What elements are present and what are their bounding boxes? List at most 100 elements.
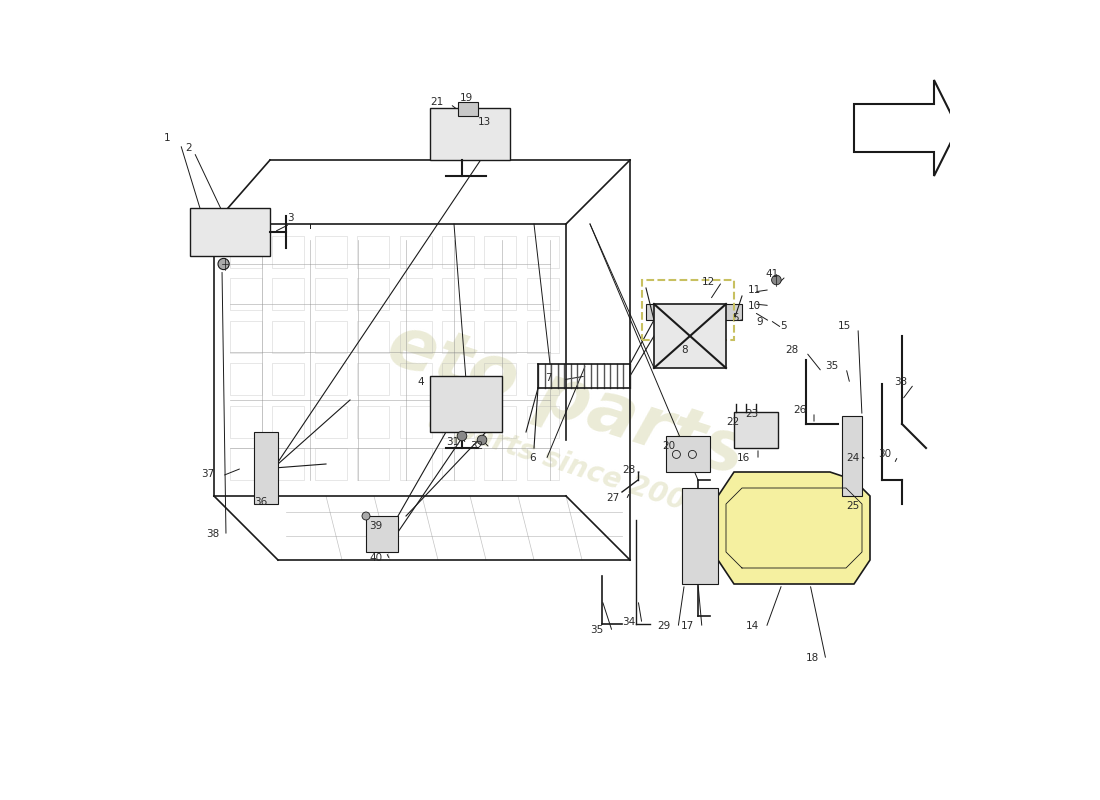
Text: 33: 33 [894,378,908,387]
Bar [654,304,726,368]
Circle shape [362,512,370,520]
Text: 35: 35 [825,362,838,371]
Text: 40: 40 [368,554,382,563]
Circle shape [477,435,487,445]
Text: 31: 31 [446,437,459,446]
Text: eto parts: eto parts [378,310,754,490]
Text: 12: 12 [702,277,715,286]
Bar [315,278,346,310]
Bar [399,236,431,268]
Bar [230,448,262,480]
Text: 2: 2 [185,143,191,153]
Bar [646,304,742,320]
Bar [442,278,474,310]
Text: 22: 22 [726,418,739,427]
Text: 18: 18 [806,653,820,662]
Bar [273,448,305,480]
Text: 9: 9 [757,317,763,326]
Bar [842,416,862,496]
Text: 5: 5 [780,322,786,331]
Bar [527,278,559,310]
Text: 38: 38 [206,530,219,539]
Bar [230,363,262,395]
Bar [399,448,431,480]
Text: 15: 15 [838,322,851,331]
Bar [358,278,389,310]
Bar [273,406,305,438]
Bar [442,236,474,268]
Text: 23: 23 [745,410,758,419]
Bar [315,321,346,353]
Bar [484,448,516,480]
Bar [430,376,502,432]
Text: 26: 26 [793,405,806,414]
Polygon shape [718,472,870,584]
Text: 10: 10 [747,301,760,310]
Bar [734,412,778,448]
Bar [458,102,478,116]
Text: 34: 34 [621,618,635,627]
Text: 24: 24 [846,453,859,462]
Text: 27: 27 [606,493,619,502]
Bar [442,363,474,395]
Text: 16: 16 [737,453,750,462]
Text: 6: 6 [529,453,536,462]
Bar [273,236,305,268]
Bar [315,406,346,438]
Text: 13: 13 [477,117,491,126]
Text: 29: 29 [657,621,670,630]
Text: 11: 11 [747,285,760,294]
Text: 14: 14 [746,621,759,630]
Text: 7: 7 [546,373,552,382]
Bar [442,448,474,480]
Bar [315,363,346,395]
Text: 20: 20 [662,442,675,451]
Bar [682,488,718,584]
Text: 19: 19 [460,93,473,102]
Bar [430,108,510,160]
Text: 41: 41 [766,269,779,278]
Bar [254,432,278,504]
Bar [399,278,431,310]
Text: a parts since 2005: a parts since 2005 [425,406,707,522]
Bar [527,448,559,480]
Bar [366,516,398,552]
Bar [442,406,474,438]
Bar [527,236,559,268]
Text: 25: 25 [846,501,859,510]
Bar [358,363,389,395]
Bar [230,321,262,353]
Text: 1: 1 [164,134,170,143]
Text: 17: 17 [681,621,694,630]
Text: 39: 39 [368,522,382,531]
Text: 5: 5 [733,314,739,323]
Bar [358,236,389,268]
Bar [399,321,431,353]
Text: 30: 30 [878,450,891,459]
Circle shape [218,258,229,270]
Text: 28: 28 [785,346,799,355]
Bar [358,321,389,353]
Bar [442,321,474,353]
Bar [484,321,516,353]
Bar [666,436,710,472]
Bar [230,236,262,268]
Bar [484,363,516,395]
Text: 3: 3 [287,214,294,223]
Bar [527,321,559,353]
Text: 8: 8 [681,345,688,354]
Bar [358,448,389,480]
Text: 28: 28 [621,466,635,475]
Bar [315,236,346,268]
Circle shape [771,275,781,285]
Bar [484,406,516,438]
Bar [230,406,262,438]
Bar [273,278,305,310]
Bar [273,363,305,395]
Text: 4: 4 [417,378,424,387]
Text: 32: 32 [470,442,483,451]
Bar [484,278,516,310]
Bar [484,236,516,268]
Bar [527,363,559,395]
Bar [273,321,305,353]
